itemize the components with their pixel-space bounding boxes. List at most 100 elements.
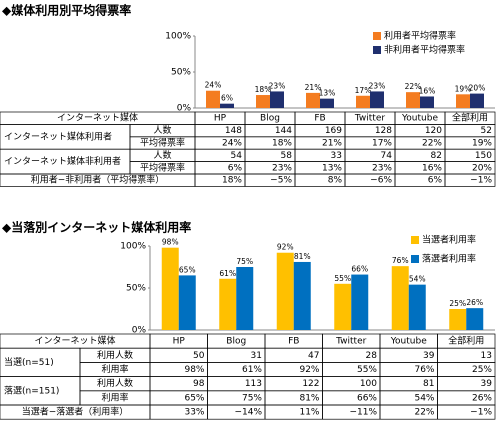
bar	[466, 308, 484, 330]
bar	[370, 91, 384, 108]
table-text: −6%	[370, 176, 392, 186]
bar	[256, 95, 270, 108]
table-text: 33	[331, 151, 342, 161]
table-text: 利用率	[101, 391, 128, 403]
table-text: 76%	[414, 365, 434, 375]
bar	[470, 93, 484, 108]
table-text: 128	[375, 126, 392, 136]
bar	[406, 92, 420, 108]
chart-title: ◆当落別インターネット媒体利用率	[2, 220, 191, 235]
table-text: 利用者−非利用者（平均得票率）	[31, 174, 165, 186]
table-text: FB	[288, 337, 299, 347]
table-text: 23%	[372, 163, 392, 173]
table-text: 169	[325, 126, 342, 136]
table-text: −14%	[234, 408, 262, 418]
table-text: HP	[173, 337, 186, 347]
data-label: 18%	[255, 85, 272, 94]
table-text: 利用人数	[97, 349, 133, 361]
table-text: 18%	[272, 139, 292, 149]
table-text: Twitter	[354, 114, 385, 124]
table-text: 33%	[184, 408, 204, 418]
table-text: 92%	[299, 365, 319, 375]
table-cell	[437, 404, 496, 420]
legend-label: 非利用者平均得票率	[384, 44, 465, 56]
bar	[178, 275, 196, 330]
table-text: 平均得票率	[140, 161, 185, 173]
bar	[351, 274, 369, 330]
table-text: 28	[366, 351, 378, 361]
table-text: 16%	[422, 163, 442, 173]
y-tick-label: 100%	[165, 32, 191, 42]
table-text: 74	[381, 151, 393, 161]
data-label: 23%	[269, 81, 286, 90]
bar	[236, 267, 254, 330]
table-text: Twitter	[335, 337, 366, 347]
bar	[206, 90, 220, 108]
table-text: HP	[214, 114, 227, 124]
table-text: 31	[251, 351, 262, 361]
bar	[306, 92, 320, 108]
bar	[270, 91, 284, 108]
bar	[334, 283, 352, 330]
table-text: 81%	[299, 393, 319, 403]
bar	[420, 96, 434, 108]
table-text: −1%	[470, 176, 492, 186]
table-text: 52	[481, 126, 492, 136]
bar	[391, 266, 409, 330]
table-text: 47	[308, 351, 319, 361]
table-cell	[444, 173, 496, 187]
table-text: 50	[193, 351, 205, 361]
table-text: 全部利用	[452, 112, 488, 124]
table-text: 13	[481, 351, 492, 361]
table-text: 54	[231, 151, 243, 161]
table-text: 54%	[414, 393, 434, 403]
data-label: 65%	[179, 265, 196, 274]
table-text: 全部利用	[448, 335, 484, 347]
legend-swatch	[411, 236, 419, 244]
bar	[320, 98, 334, 108]
data-label: 13%	[319, 89, 336, 98]
data-label: 98%	[162, 238, 179, 247]
data-label: 55%	[334, 274, 351, 283]
table-text: 21%	[322, 139, 342, 149]
table-text: 98	[193, 379, 205, 389]
table-text: 19%	[472, 139, 492, 149]
table-text: 24%	[222, 139, 242, 149]
data-label: 20%	[469, 84, 486, 93]
table-text: 39	[481, 379, 493, 389]
table-text: 23%	[272, 163, 292, 173]
table-text: 22%	[422, 139, 442, 149]
table-text: 20%	[472, 163, 492, 173]
table-text: 66%	[357, 393, 377, 403]
table-text: 17%	[372, 139, 392, 149]
table-text: −11%	[349, 408, 377, 418]
table-text: インターネット媒体	[57, 112, 138, 124]
table-text: 当選(n=51)	[4, 356, 54, 368]
data-label: 76%	[392, 256, 409, 265]
data-label: 21%	[305, 83, 322, 92]
data-label: 25%	[449, 299, 466, 308]
table-text: Blog	[260, 114, 280, 124]
table-text: 22%	[414, 408, 434, 418]
data-label: 54%	[409, 275, 426, 284]
table-text: 120	[425, 126, 442, 136]
table-text: 113	[245, 379, 262, 389]
table-text: 人数	[153, 124, 171, 136]
table-text: 利用人数	[97, 377, 133, 389]
table-text: インターネット媒体利用者	[4, 130, 112, 142]
table-text: 8%	[328, 176, 343, 186]
bar	[220, 103, 234, 108]
data-label: 6%	[221, 94, 233, 103]
table-text: Youtube	[401, 114, 438, 124]
table-text: 人数	[153, 149, 171, 161]
bar	[161, 247, 179, 330]
data-label: 24%	[205, 81, 222, 90]
data-label: 23%	[369, 81, 386, 90]
table-text: 150	[475, 151, 492, 161]
table-text: インターネット媒体	[34, 335, 115, 347]
legend-swatch	[373, 46, 381, 54]
table-text: 122	[302, 379, 319, 389]
table-text: 当選者−落選者（利用率）	[22, 406, 129, 418]
table-text: 6%	[228, 163, 243, 173]
